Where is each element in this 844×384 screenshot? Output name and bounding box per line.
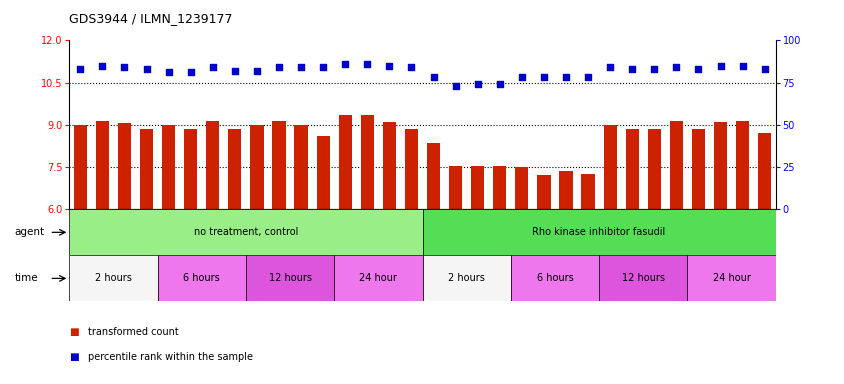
- Bar: [691, 129, 704, 209]
- Point: [272, 64, 285, 70]
- Point: [206, 64, 219, 70]
- Bar: [69, 255, 157, 301]
- Bar: [360, 115, 374, 209]
- Text: 24 hour: 24 hour: [359, 273, 397, 283]
- Bar: [73, 125, 87, 209]
- Text: time: time: [14, 273, 38, 283]
- Point: [559, 74, 572, 81]
- Bar: [184, 129, 197, 209]
- Bar: [338, 115, 351, 209]
- Point: [757, 66, 771, 72]
- Point: [735, 63, 749, 69]
- Text: 2 hours: 2 hours: [95, 273, 132, 283]
- Point: [294, 64, 307, 70]
- Bar: [162, 125, 175, 209]
- Point: [515, 74, 528, 81]
- Bar: [294, 125, 307, 209]
- Bar: [735, 121, 749, 209]
- Bar: [581, 174, 594, 209]
- Bar: [647, 129, 660, 209]
- Bar: [334, 255, 422, 301]
- Bar: [117, 123, 131, 209]
- Bar: [95, 121, 109, 209]
- Bar: [246, 255, 334, 301]
- Text: agent: agent: [14, 227, 45, 237]
- Bar: [140, 129, 153, 209]
- Bar: [757, 133, 771, 209]
- Bar: [448, 166, 462, 209]
- Text: percentile rank within the sample: percentile rank within the sample: [88, 352, 252, 362]
- Bar: [598, 255, 687, 301]
- Bar: [422, 209, 775, 255]
- Text: transformed count: transformed count: [88, 327, 178, 337]
- Bar: [603, 125, 616, 209]
- Point: [316, 64, 329, 70]
- Point: [713, 63, 727, 69]
- Bar: [537, 175, 550, 209]
- Text: ■: ■: [69, 327, 79, 337]
- Bar: [422, 255, 511, 301]
- Text: GDS3944 / ILMN_1239177: GDS3944 / ILMN_1239177: [69, 12, 232, 25]
- Bar: [404, 129, 418, 209]
- Point: [228, 68, 241, 74]
- Bar: [713, 122, 727, 209]
- Point: [691, 66, 705, 72]
- Bar: [250, 125, 263, 209]
- Text: 12 hours: 12 hours: [268, 273, 311, 283]
- Text: no treatment, control: no treatment, control: [193, 227, 298, 237]
- Bar: [272, 121, 285, 209]
- Bar: [493, 166, 506, 209]
- Point: [404, 64, 418, 70]
- Point: [73, 66, 87, 72]
- Point: [647, 66, 660, 72]
- Text: 2 hours: 2 hours: [447, 273, 484, 283]
- Bar: [382, 122, 396, 209]
- Point: [382, 63, 396, 69]
- Point: [581, 74, 594, 81]
- Text: 24 hour: 24 hour: [711, 273, 749, 283]
- Text: 12 hours: 12 hours: [621, 273, 664, 283]
- Bar: [559, 171, 572, 209]
- Point: [117, 64, 131, 70]
- Point: [426, 74, 440, 81]
- Point: [537, 74, 550, 81]
- Point: [625, 66, 638, 72]
- Bar: [426, 143, 440, 209]
- Bar: [69, 209, 422, 255]
- Point: [338, 61, 352, 67]
- Point: [250, 68, 263, 74]
- Point: [139, 66, 153, 72]
- Point: [95, 63, 109, 69]
- Bar: [206, 121, 219, 209]
- Text: Rho kinase inhibitor fasudil: Rho kinase inhibitor fasudil: [532, 227, 665, 237]
- Bar: [515, 167, 528, 209]
- Bar: [511, 255, 598, 301]
- Point: [448, 83, 462, 89]
- Point: [668, 64, 682, 70]
- Bar: [228, 129, 241, 209]
- Point: [162, 70, 176, 76]
- Bar: [316, 136, 329, 209]
- Point: [603, 64, 616, 70]
- Bar: [669, 121, 682, 209]
- Bar: [687, 255, 775, 301]
- Point: [492, 81, 506, 87]
- Bar: [625, 129, 638, 209]
- Text: 6 hours: 6 hours: [536, 273, 572, 283]
- Text: ■: ■: [69, 352, 79, 362]
- Bar: [157, 255, 246, 301]
- Point: [470, 81, 484, 87]
- Point: [184, 70, 197, 76]
- Point: [360, 61, 374, 67]
- Bar: [470, 166, 484, 209]
- Text: 6 hours: 6 hours: [183, 273, 219, 283]
